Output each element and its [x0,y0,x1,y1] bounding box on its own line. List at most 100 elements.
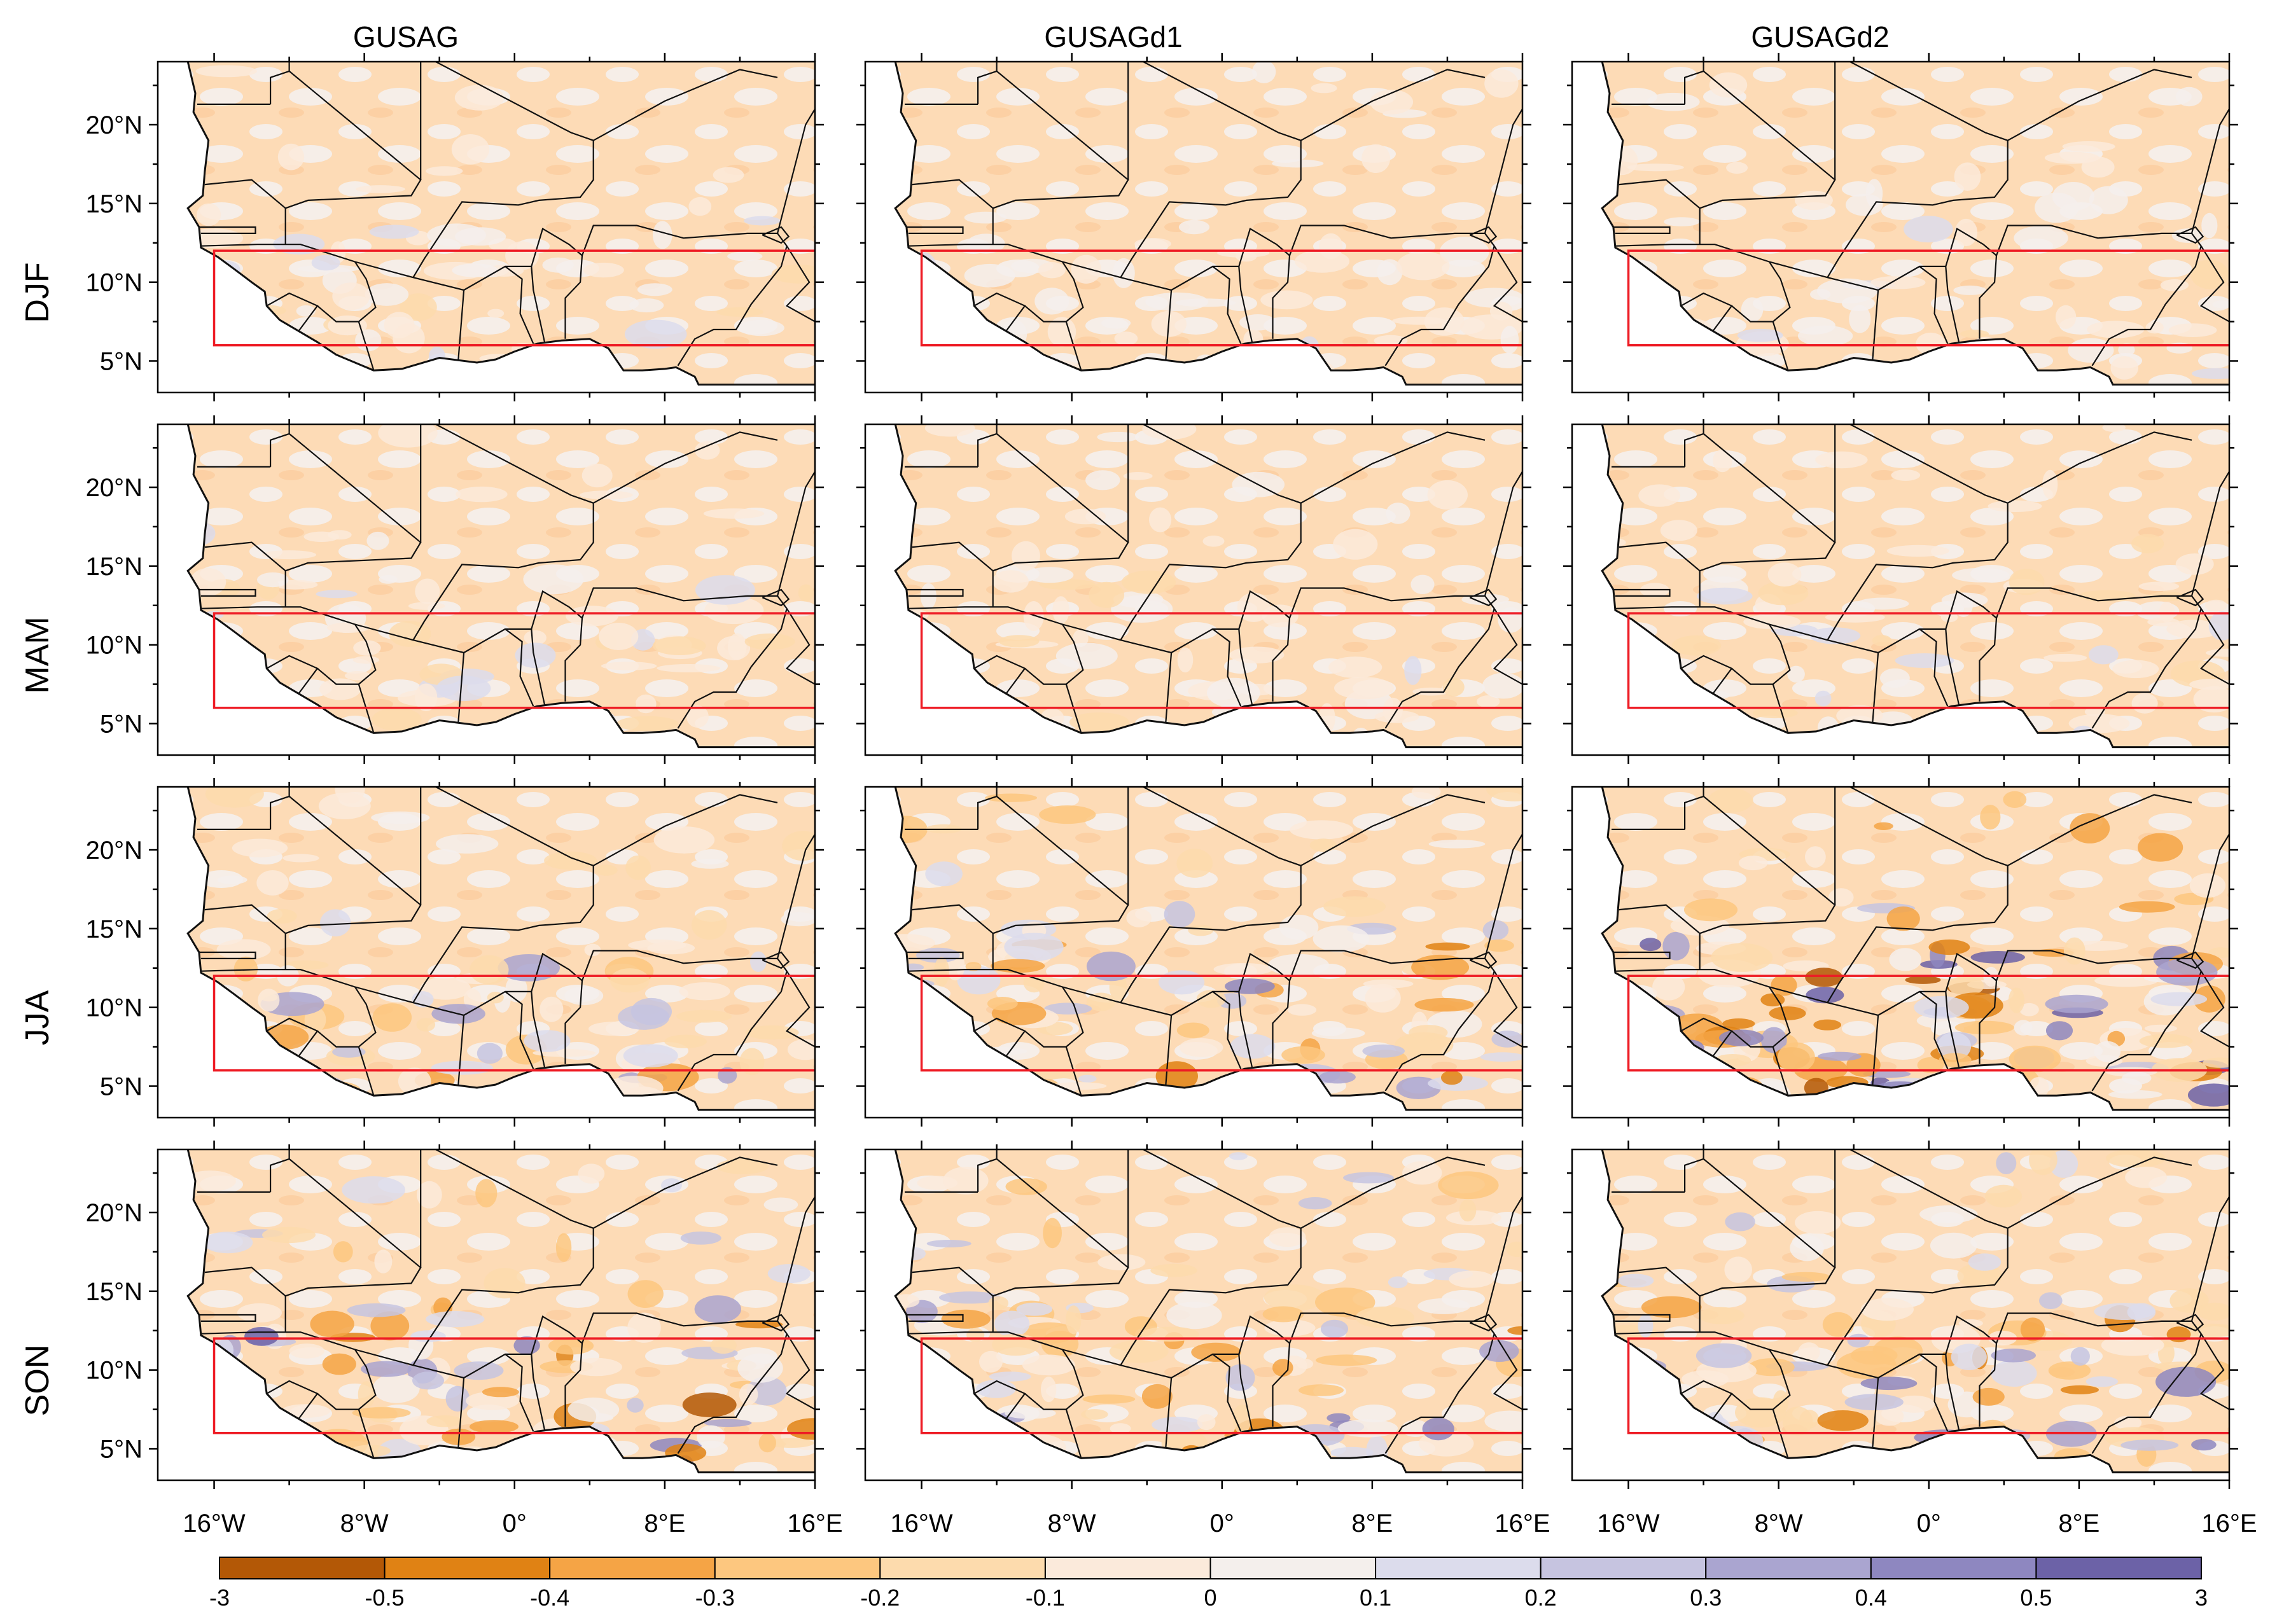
map-panel-r1-c0 [149,415,824,764]
lat-label-r2-3: 5°N [100,1072,143,1100]
column-title-1: GUSAGd1 [1044,20,1182,53]
coastline [1601,787,2229,1111]
row-title-3: SON [19,1345,56,1417]
lat-label-r0-3: 5°N [100,347,143,375]
analysis-box [1627,249,2229,347]
lon-label-c2-2: 0° [1917,1509,1941,1537]
analysis-box [212,1337,815,1434]
lon-label-c0-1: 8°W [340,1509,389,1537]
colorbar-swatch-10 [1870,1557,2037,1579]
map-panel-r3-c1 [856,1141,1531,1489]
row-title-1: MAM [19,616,56,693]
analysis-box [1627,975,2229,1072]
lat-label-r2-0: 20°N [86,836,143,864]
colorbar-swatch-4 [879,1557,1046,1579]
colorbar-swatch-3 [714,1557,881,1579]
land-field [893,787,1522,1110]
coastline [186,62,815,386]
panel-frame [864,1148,1524,1482]
lon-label-c2-1: 8°W [1755,1509,1803,1537]
row-title-2: JJA [19,990,56,1045]
colorbar-swatch-7 [1375,1557,1542,1579]
colorbar-label-11: 0.5 [2020,1585,2052,1611]
coastline [186,787,815,1111]
panel-ticks [149,53,824,401]
country-borders [1612,424,2229,733]
colorbar-label-3: -0.3 [695,1585,735,1611]
panel-ticks [149,415,824,764]
country-borders [197,1149,815,1459]
lon-label-c1-3: 8°E [1351,1509,1393,1537]
colorbar-label-1: -0.5 [365,1585,405,1611]
panel-ticks [856,778,1531,1127]
map-panel-r2-c1 [856,778,1531,1127]
lon-label-c0-3: 8°E [644,1509,685,1537]
map-panel-r1-c1 [856,415,1531,764]
colorbar-swatch-11 [2035,1557,2203,1579]
map-panel-r1-c2 [1563,415,2238,764]
map-panel-r0-c1 [856,53,1531,401]
analysis-box [1627,612,2229,709]
panel-ticks [149,1141,824,1489]
colorbar-swatch-2 [549,1557,716,1579]
map-panel-r2-c2 [1563,778,2238,1127]
panel-frame [157,423,816,756]
colorbar-label-6: 0 [1204,1585,1216,1611]
panel-frame [1571,423,2231,756]
map-panel-r0-c0 [149,53,824,401]
panel-frame [864,786,1524,1119]
coastline [1601,62,2229,386]
coastline [894,787,1522,1111]
lon-label-c0-4: 16°E [787,1509,842,1537]
panel-grid [149,53,2238,1489]
analysis-box [920,1337,1522,1434]
coastline [894,1149,1522,1474]
analysis-box [212,249,815,347]
analysis-box [920,612,1522,709]
coastline [186,1149,815,1474]
country-borders [197,62,815,371]
column-title-2: GUSAGd2 [1751,20,1889,53]
panel-frame [157,60,816,394]
panel-ticks [856,53,1531,401]
coastline [894,424,1522,749]
colorbar: -3 -0.5 -0.4 -0.3 -0.2 -0.1 0 0.1 0.2 0.3 0.4 0.5 3 [209,1557,2208,1611]
panel-frame [157,786,816,1119]
lon-label-c0-2: 0° [503,1509,527,1537]
latitude-labels: 20°N 15°N 10°N 5°N 20°N 15°N 10°N 5°N 20°N 15°N 10… [86,111,143,1463]
column-titles: GUSAG GUSAGd1 GUSAGd2 [353,20,1890,53]
country-borders [905,1149,1522,1459]
coastline [894,62,1522,386]
coastline [1601,424,2229,749]
analysis-box [1627,1337,2229,1434]
analysis-box [212,975,815,1072]
row-titles: DJF MAM JJA SON [19,262,56,1416]
lon-label-c2-4: 16°E [2201,1509,2257,1537]
country-borders [905,424,1522,733]
country-borders [1612,787,2229,1096]
panel-ticks [1563,1141,2238,1489]
country-borders [1612,62,2229,371]
lat-label-r1-1: 15°N [86,553,143,581]
lon-label-c1-4: 16°E [1494,1509,1550,1537]
lat-label-r1-0: 20°N [86,474,143,502]
lat-label-r3-3: 5°N [100,1435,143,1463]
colorbar-label-2: -0.4 [530,1585,569,1611]
panel-frame [864,423,1524,756]
lat-label-r3-2: 10°N [86,1357,143,1385]
colorbar-label-4: -0.2 [860,1585,900,1611]
lat-label-r2-1: 15°N [86,915,143,943]
analysis-box [920,249,1522,347]
panel-frame [1571,60,2231,394]
panel-frame [1571,1148,2231,1482]
analysis-box [212,612,815,709]
lat-label-r0-1: 15°N [86,190,143,218]
analysis-box [920,975,1522,1072]
colorbar-label-12: 3 [2195,1585,2208,1611]
country-borders [905,62,1522,371]
map-panel-r0-c2 [1563,53,2238,401]
column-title-0: GUSAG [353,20,459,53]
colorbar-label-5: -0.1 [1026,1585,1065,1611]
coastline [186,424,815,749]
colorbar-swatch-9 [1705,1557,1872,1579]
